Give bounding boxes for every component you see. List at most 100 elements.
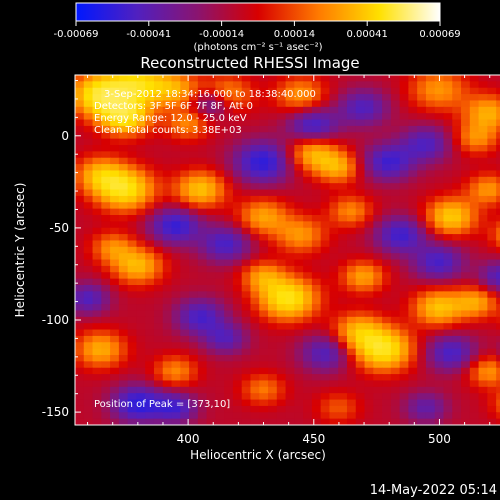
heatmap-cell [294, 75, 304, 82]
heatmap-cell [434, 106, 445, 114]
heatmap-cell [206, 125, 216, 133]
heatmap-cell [285, 195, 295, 203]
heatmap-cell [276, 297, 287, 305]
heatmap-cell [92, 157, 102, 165]
heatmap-cell [276, 183, 287, 191]
heatmap-cell [101, 215, 111, 222]
heatmap-cell [153, 157, 164, 165]
heatmap-cell [92, 240, 102, 248]
heatmap-cell [101, 157, 111, 165]
heatmap-cell [285, 234, 295, 242]
heatmap-cell [75, 164, 85, 172]
heatmap-cell [171, 348, 181, 356]
heatmap-cell [329, 87, 339, 95]
heatmap-cell [434, 208, 445, 216]
heatmap-cell [338, 100, 348, 108]
heatmap-cell [399, 418, 409, 425]
heatmap-cell [364, 215, 374, 222]
heatmap-cell [443, 170, 453, 178]
heatmap-cell [452, 405, 462, 413]
heatmap-cell [338, 291, 348, 299]
heatmap-cell [469, 253, 480, 261]
heatmap-cell [338, 355, 348, 362]
heatmap-cell [364, 393, 374, 401]
heatmap-cell [110, 304, 120, 312]
heatmap-cell [215, 246, 225, 254]
heatmap-cell [496, 361, 500, 369]
heatmap-cell [408, 399, 418, 407]
heatmap-cell [268, 100, 278, 108]
heatmap-cell [355, 100, 366, 108]
heatmap-cell [232, 272, 243, 280]
heatmap-cell [276, 164, 287, 172]
heatmap-cell [232, 405, 243, 413]
heatmap-cell [329, 304, 339, 312]
heatmap-cell [434, 183, 445, 191]
heatmap-cell [478, 291, 488, 299]
heatmap-cell [346, 151, 357, 159]
heatmap-cell [461, 405, 471, 413]
heatmap-cell [487, 278, 497, 286]
heatmap-cell [206, 189, 216, 197]
heatmap-cell [180, 355, 190, 362]
heatmap-cell [180, 240, 190, 248]
heatmap-cell [118, 386, 129, 394]
heatmap-cell [268, 253, 278, 261]
heatmap-cell [110, 310, 120, 318]
heatmap-cell [180, 304, 190, 312]
heatmap-cell [250, 221, 260, 229]
heatmap-cell [390, 335, 401, 343]
heatmap-cell [487, 259, 497, 267]
heatmap-cell [425, 412, 436, 420]
heatmap-cell [294, 215, 304, 222]
heatmap-cell [452, 183, 462, 191]
heatmap-cell [408, 310, 418, 318]
heatmap-cell [469, 208, 480, 216]
heatmap-cell [83, 386, 94, 394]
heatmap-cell [311, 221, 322, 229]
heatmap-cell [399, 145, 409, 152]
heatmap-cell [241, 125, 252, 133]
heatmap-cell [136, 253, 146, 261]
heatmap-cell [268, 106, 278, 114]
heatmap-cell [443, 100, 453, 108]
heatmap-cell [320, 170, 331, 178]
heatmap-cell [171, 259, 181, 267]
heatmap-cell [329, 132, 339, 140]
heatmap-cell [189, 265, 199, 273]
heatmap-cell [399, 132, 409, 140]
heatmap-cell [127, 367, 138, 375]
heatmap-cell [434, 195, 445, 203]
heatmap-cell [197, 87, 208, 95]
heatmap-cell [461, 119, 471, 127]
heatmap-cell [399, 87, 409, 95]
heatmap-cell [268, 310, 278, 318]
heatmap-cell [127, 151, 138, 159]
heatmap-cell [338, 272, 348, 280]
heatmap-cell [136, 125, 146, 133]
heatmap-cell [461, 113, 471, 121]
heatmap-cell [189, 176, 199, 184]
heatmap-cell [364, 412, 374, 420]
heatmap-cell [487, 297, 497, 305]
heatmap-cell [241, 138, 252, 146]
heatmap-cell [285, 94, 295, 102]
heatmap-cell [83, 145, 94, 152]
heatmap-cell [399, 291, 409, 299]
heatmap-cell [189, 259, 199, 267]
heatmap-cell [189, 335, 199, 343]
heatmap-cell [285, 253, 295, 261]
heatmap-cell [162, 240, 173, 248]
heatmap-cell [215, 297, 225, 305]
heatmap-cell [373, 227, 383, 235]
heatmap-cell [153, 183, 164, 191]
heatmap-cell [118, 367, 129, 375]
heatmap-cell [452, 380, 462, 388]
heatmap-cell [434, 380, 445, 388]
heatmap-cell [232, 125, 243, 133]
heatmap-cell [382, 253, 392, 261]
heatmap-cell [224, 170, 234, 178]
heatmap-cell [197, 355, 208, 362]
heatmap-cell [443, 119, 453, 127]
heatmap-cell [136, 157, 146, 165]
